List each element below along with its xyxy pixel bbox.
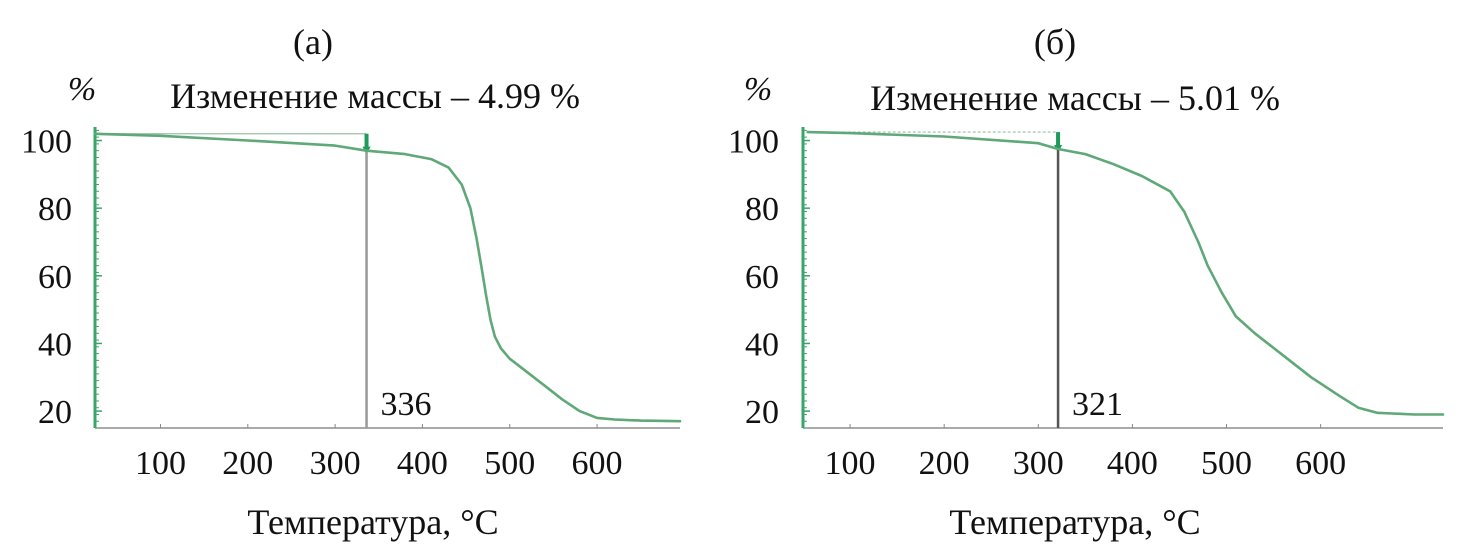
x-tick-label: 600 — [572, 445, 623, 482]
x-tick-label: 200 — [919, 445, 970, 482]
temperature-marker-label: 336 — [381, 386, 432, 423]
data-point — [1037, 142, 1040, 145]
y-tick-label: 60 — [38, 259, 72, 296]
data-point — [508, 357, 511, 360]
data-point — [806, 131, 809, 133]
data-point — [1183, 210, 1185, 213]
data-point — [1357, 406, 1360, 409]
panel-label: (б) — [1034, 22, 1076, 62]
data-point — [639, 419, 642, 422]
data-point — [500, 347, 502, 350]
data-point — [1197, 241, 1200, 243]
y-tick-label: 20 — [38, 394, 72, 431]
chart-title: Изменение массы – 5.01 % — [870, 78, 1280, 118]
x-tick-label: 400 — [397, 445, 448, 482]
data-point — [485, 295, 487, 297]
data-point — [469, 207, 472, 209]
data-point — [1310, 376, 1313, 379]
data-point — [613, 418, 616, 421]
x-tick-label: 300 — [1013, 445, 1064, 482]
chart-a-svg: (а)% Изменение массы – 4.99 % 20 40 60 80 100 1… — [21, 22, 682, 542]
data-point — [365, 149, 368, 152]
chart-panel-b: (б)% Изменение массы – 5.01 % 20 40 60 80 100 1… — [728, 0, 1464, 551]
data-point — [460, 183, 463, 186]
data-point — [334, 144, 336, 147]
chart-panel-a: (а)% Изменение массы – 4.99 % 20 40 60 80 100 1… — [21, 22, 682, 542]
data-point — [1112, 163, 1115, 166]
data-point — [475, 237, 478, 240]
data-point — [1057, 148, 1059, 150]
x-tick-label: 400 — [1107, 445, 1158, 482]
y-unit-label: % — [68, 71, 96, 108]
data-point — [480, 268, 483, 270]
tga-curve — [93, 132, 682, 423]
data-point — [1221, 291, 1223, 294]
data-point — [1141, 175, 1143, 177]
data-point — [1169, 190, 1171, 193]
x-tick-label: 500 — [484, 445, 535, 482]
x-tick-label: 600 — [1295, 445, 1346, 482]
data-point — [943, 135, 945, 138]
data-point — [1442, 413, 1444, 416]
chart-b-svg: (б)% Изменение массы – 5.01 % 20 40 60 80 100 1… — [728, 22, 1445, 542]
data-point — [1084, 153, 1087, 155]
chart-title: Изменение массы – 4.99 % — [170, 76, 580, 116]
data-point — [679, 420, 681, 423]
data-point — [578, 410, 581, 412]
x-tick-label: 200 — [222, 445, 273, 482]
data-point — [404, 153, 406, 155]
data-point — [246, 139, 249, 142]
y-tick-label: 60 — [745, 259, 779, 296]
data-point — [1282, 354, 1284, 357]
data-point — [430, 158, 432, 160]
data-point — [159, 134, 162, 137]
x-axis-title: Температура, °С — [247, 502, 498, 542]
y-tick-label: 20 — [745, 394, 779, 431]
data-point — [596, 417, 598, 419]
x-axis-title: Температура, °С — [949, 502, 1200, 542]
data-point — [849, 132, 851, 134]
data-point — [1206, 264, 1209, 267]
y-tick-label: 40 — [38, 326, 72, 363]
tga-curve — [806, 130, 1445, 416]
y-tick-label: 80 — [745, 191, 779, 228]
x-tick-label: 100 — [135, 445, 186, 482]
x-tick-label: 500 — [1201, 445, 1252, 482]
x-tick-label: 100 — [825, 445, 876, 482]
y-tick-label: 100 — [728, 124, 779, 161]
data-point — [1338, 395, 1341, 397]
data-point — [1253, 332, 1256, 335]
data-point — [494, 335, 496, 338]
data-point — [543, 384, 546, 387]
y-tick-label: 80 — [38, 191, 72, 228]
temperature-marker-label: 321 — [1072, 386, 1123, 423]
y-tick-label: 100 — [21, 124, 72, 161]
x-tick-label: 300 — [310, 445, 361, 482]
data-point — [447, 166, 450, 169]
y-unit-label: % — [744, 71, 772, 108]
data-point — [1413, 413, 1416, 416]
y-tick-label: 40 — [745, 326, 779, 363]
data-point — [94, 132, 96, 135]
data-point — [1235, 315, 1237, 318]
data-point — [1376, 411, 1378, 414]
data-point — [526, 371, 529, 373]
data-point — [489, 318, 492, 321]
data-point — [561, 398, 563, 401]
panel-label: (а) — [293, 22, 333, 62]
